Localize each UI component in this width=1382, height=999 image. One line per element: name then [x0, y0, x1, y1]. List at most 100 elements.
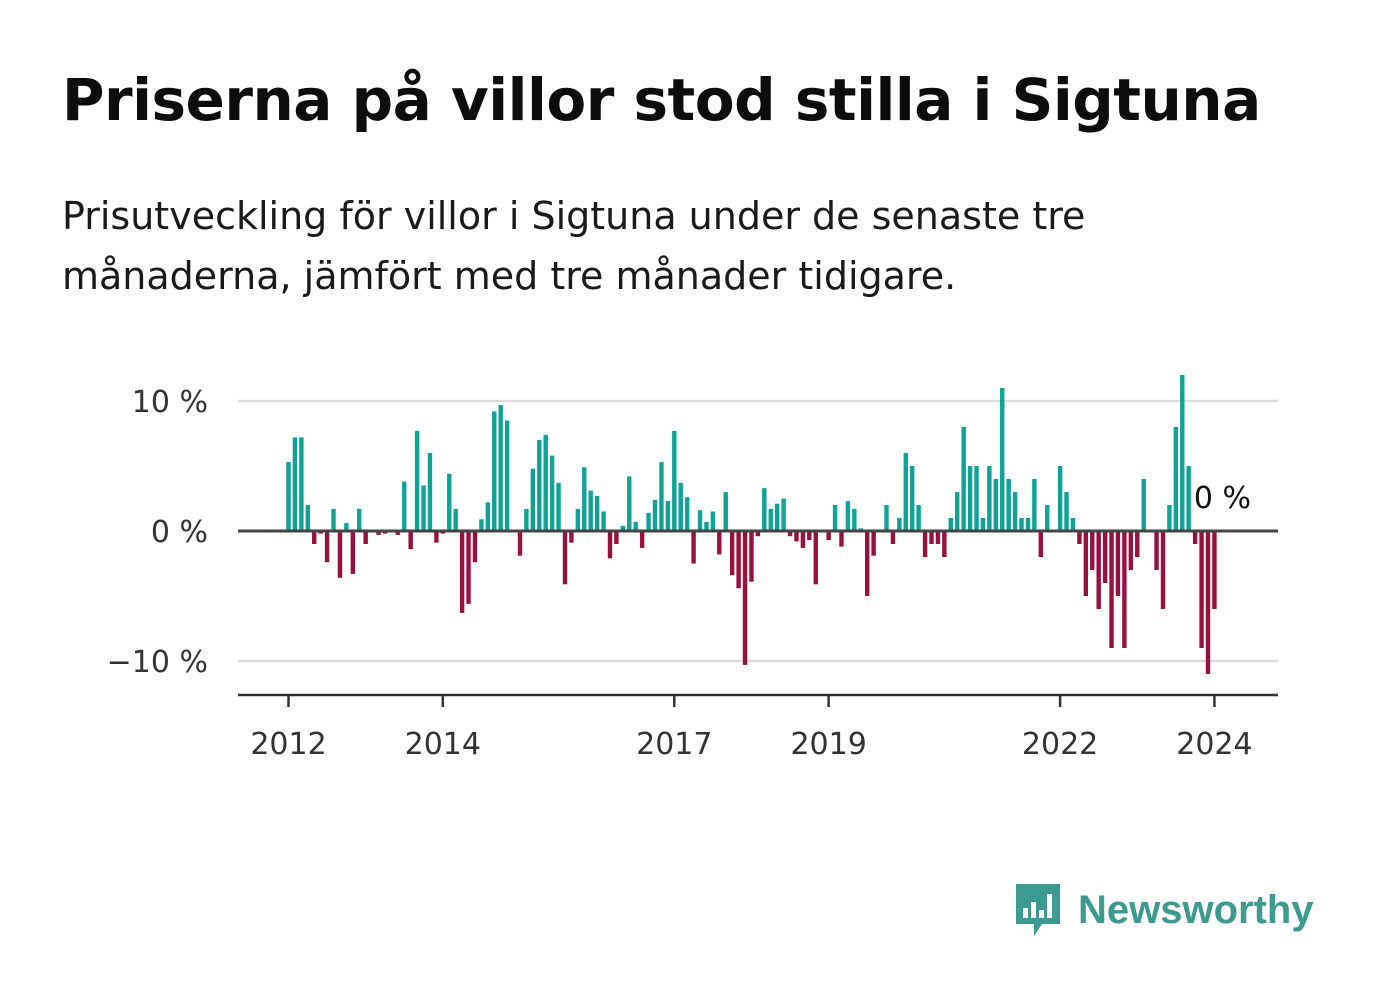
bar: [543, 434, 548, 531]
x-axis-labels: 2012 2014 2017 2019 2022 2024: [250, 695, 1253, 762]
bar: [884, 505, 889, 531]
y-tick-label: 0 %: [151, 515, 208, 550]
bar: [967, 466, 973, 531]
bar: [1154, 531, 1159, 570]
bar: [402, 481, 407, 531]
bar: [607, 531, 613, 559]
bar: [903, 453, 908, 531]
bar: [935, 531, 941, 544]
x-tick-label: 2024: [1176, 727, 1252, 762]
bars: [286, 375, 1217, 674]
bar: [549, 455, 555, 531]
bar: [1025, 518, 1031, 531]
bar: [292, 437, 298, 531]
bar: [472, 531, 478, 563]
bar: [492, 411, 497, 531]
bar: [1083, 531, 1089, 596]
bar: [1128, 531, 1134, 570]
bar: [826, 531, 831, 541]
bar: [910, 466, 915, 531]
bar: [376, 531, 381, 535]
bar: [524, 508, 529, 531]
brand-name: Newsworthy: [1078, 887, 1314, 932]
bar: [787, 531, 793, 537]
bar: [1205, 531, 1211, 674]
bar: [434, 531, 439, 543]
bar: [421, 485, 426, 531]
bar: [980, 518, 986, 531]
bar: [485, 502, 491, 531]
bar: [627, 476, 632, 531]
x-tick-label: 2012: [250, 727, 326, 762]
bar: [344, 523, 349, 531]
bar: [1038, 531, 1044, 557]
bar: [1070, 518, 1076, 531]
bar: [1000, 388, 1005, 531]
bar: [575, 508, 581, 531]
bar-chart: 10 % 0 % −10 % 2012 2014 2017 2019 2022 2024 0 …: [107, 375, 1278, 762]
bar: [794, 531, 799, 542]
bar: [781, 498, 786, 531]
bar: [749, 531, 754, 582]
bar: [1012, 492, 1018, 531]
bar: [697, 510, 703, 531]
axes: [238, 529, 1278, 697]
bar: [479, 519, 484, 531]
newsworthy-logo[interactable]: Newsworthy: [1012, 880, 1314, 940]
bar: [504, 420, 510, 531]
bar: [845, 501, 851, 531]
bar: [1096, 531, 1101, 609]
bar: [305, 505, 310, 531]
bar: [890, 531, 896, 544]
bar: [723, 492, 728, 531]
bar: [1032, 479, 1037, 531]
bar: [897, 518, 902, 531]
bar: [1167, 505, 1172, 531]
bar: [408, 531, 413, 550]
bar: [1064, 492, 1069, 531]
chart-title: Priserna på villor stod stilla i Sigtuna: [62, 66, 1261, 134]
bar: [1186, 466, 1191, 531]
bar: [1180, 375, 1185, 531]
bar: [1102, 531, 1108, 583]
bar: [852, 508, 857, 531]
bar: [955, 492, 960, 531]
bar: [800, 531, 806, 548]
bar: [665, 501, 671, 531]
x-tick-label: 2014: [405, 727, 481, 762]
bar: [556, 482, 561, 531]
x-tick-label: 2019: [790, 727, 866, 762]
bar: [395, 531, 401, 535]
bar: [498, 404, 503, 531]
bar: [569, 531, 574, 543]
bar: [961, 427, 966, 531]
bar: [337, 531, 343, 578]
bar: [916, 505, 921, 531]
newsworthy-chart-bubble-icon: [1016, 884, 1060, 936]
bar: [768, 508, 773, 531]
bar: [974, 466, 979, 531]
chart-subtitle: Prisutveckling för villor i Sigtuna unde…: [62, 194, 1086, 298]
bar: [1006, 479, 1011, 531]
y-axis-labels: 10 % 0 % −10 %: [107, 385, 208, 680]
bar: [774, 503, 780, 531]
bar: [1115, 531, 1121, 596]
bar: [839, 531, 844, 547]
bar: [646, 512, 651, 531]
bar: [922, 531, 928, 557]
bar: [363, 531, 368, 544]
y-tick-label: 10 %: [132, 385, 208, 420]
bar: [987, 466, 992, 531]
bar: [530, 468, 536, 531]
bar: [324, 531, 330, 563]
bar: [717, 531, 722, 555]
bar: [1109, 531, 1114, 648]
bar: [350, 531, 355, 574]
bar: [729, 531, 735, 576]
bar: [1090, 531, 1095, 570]
bar: [453, 508, 458, 531]
bar: [614, 531, 619, 544]
bar: [1192, 531, 1198, 544]
x-tick-label: 2017: [636, 727, 712, 762]
bar: [672, 430, 677, 531]
